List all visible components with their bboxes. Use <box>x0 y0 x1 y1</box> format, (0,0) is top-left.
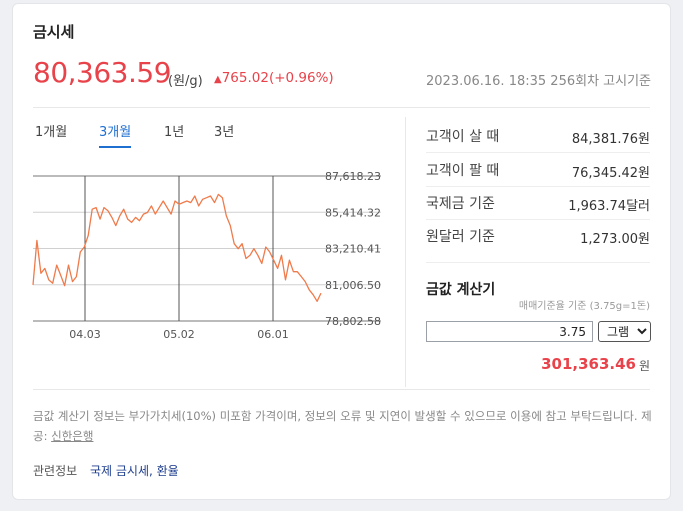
price-unit: (원/g) <box>168 74 203 89</box>
tab-3-months[interactable]: 3개월 <box>99 121 132 148</box>
price-change-value: 765.02(+0.96%) <box>221 70 334 86</box>
calculator-note: 매매기준율 기준 (3.75g=1돈) <box>518 301 650 312</box>
y-tick-label: 87,618.23 <box>325 170 381 183</box>
weight-input[interactable] <box>426 321 593 342</box>
row-divider <box>426 152 650 153</box>
price-line-chart: 87,618.23 85,414.32 83,210.41 81,006.50 78,8… <box>32 170 381 341</box>
row-divider <box>426 262 650 263</box>
related-info-links[interactable]: 국제 금시세, 환율 <box>90 464 179 478</box>
usd-krw-label: 원달러 기준 <box>426 229 495 245</box>
related-info-label: 관련정보 <box>33 464 78 478</box>
usd-krw-value: 1,273.00원 <box>580 232 650 247</box>
price-series-line <box>32 193 322 302</box>
tab-3-years[interactable]: 3년 <box>214 125 235 140</box>
timestamp: 2023.06.16. 18:35 256회차 고시기준 <box>426 74 651 89</box>
calculator-result-unit: 원 <box>638 359 650 373</box>
tab-1-year[interactable]: 1년 <box>164 125 185 140</box>
provider-link[interactable]: 신한은행 <box>51 429 94 443</box>
buy-price-label: 고객이 살 때 <box>426 129 500 145</box>
current-price: 80,363.59 <box>33 56 172 89</box>
intl-gold-value: 1,963.74달러 <box>568 199 650 214</box>
sell-price-value: 76,345.42원 <box>571 166 650 181</box>
disclaimer-text: 금값 계산기 정보는 부가가치세(10%) 미포함 가격이며, 정보의 오류 및… <box>33 409 652 443</box>
divider-bottom <box>33 389 650 390</box>
sell-price-label: 고객이 팔 때 <box>426 163 500 179</box>
row-divider <box>426 186 650 187</box>
unit-select[interactable]: 그램 <box>598 321 651 342</box>
card-title: 금시세 <box>33 23 75 41</box>
up-arrow-icon: ▲ <box>214 74 222 85</box>
x-tick-label: 06.01 <box>257 328 289 341</box>
x-tick-label: 04.03 <box>69 328 101 341</box>
disclaimer: 금값 계산기 정보는 부가가치세(10%) 미포함 가격이며, 정보의 오류 및… <box>33 406 653 446</box>
y-tick-label: 81,006.50 <box>325 279 381 292</box>
column-divider <box>405 117 406 387</box>
y-tick-label: 78,802.58 <box>325 315 381 328</box>
row-divider <box>426 219 650 220</box>
buy-price-value: 84,381.76원 <box>571 132 650 147</box>
y-tick-label: 83,210.41 <box>325 243 381 256</box>
gold-price-card: 금시세 80,363.59 (원/g) ▲765.02(+0.96%) 2023… <box>12 3 671 500</box>
divider-top <box>33 107 650 108</box>
calculator-result: 301,363.46 <box>541 355 636 373</box>
intl-gold-label: 국제금 기준 <box>426 196 495 212</box>
y-tick-label: 85,414.32 <box>325 206 381 219</box>
price-change: ▲765.02(+0.96%) <box>214 70 334 86</box>
x-tick-label: 05.02 <box>163 328 195 341</box>
tab-1-month[interactable]: 1개월 <box>35 125 68 140</box>
calculator-title: 금값 계산기 <box>426 282 496 298</box>
